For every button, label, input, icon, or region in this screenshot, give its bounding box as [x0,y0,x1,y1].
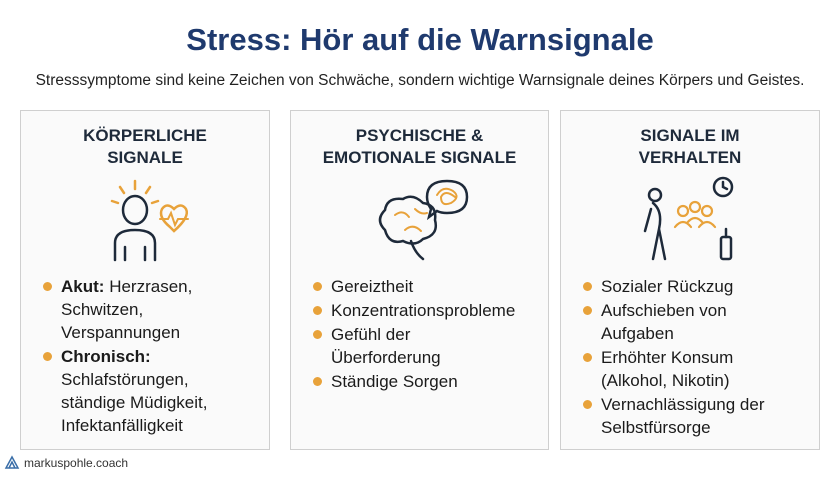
item-text: Schlafstörungen, ständige Müdigkeit, Inf… [61,370,208,435]
list-item: Konzentrationsprobleme [313,299,515,322]
card-heading: SIGNALE IM VERHALTEN [638,126,742,167]
item-text: Herzrasen, Schwitzen, Verspannungen [61,277,193,342]
list-item: Gereiztheit [313,275,511,298]
list: Gereiztheit Konzentrationsprobleme Gefühl … [291,275,548,393]
list: Sozialer Rückzug Aufschieben von Aufgaben… [561,275,819,439]
card: PSYCHISCHE & EMOTIONALE SIGNALE Gereizth… [290,110,549,450]
list-item: Akut: Herzrasen, Schwitzen, Verspannunge… [43,275,241,344]
card-heading: KÖRPERLICHE SIGNALE [83,126,207,167]
list-item: Aufschieben von Aufgaben [583,299,781,345]
logo [4,455,20,469]
list-item: Erhöhter Konsum (Alkohol, Nikotin) [583,346,781,392]
item-text: Vernachlässigung der Selbstfürsorge [601,395,765,437]
item-text: Gefühl der Überforderung [331,325,441,367]
item-text: Aufschieben von Aufgaben [601,301,727,343]
subtitle: Stresssymptome sind keine Zeichen von Sc… [35,72,805,89]
item-label: Chronisch: [61,347,151,366]
body-icon [110,179,189,262]
item-label: Akut: [61,277,105,296]
item-text: Erhöhter Konsum (Alkohol, Nikotin) [601,348,734,390]
card: KÖRPERLICHE SIGNALE Akut: Herzrasen, Sch… [20,110,270,450]
item-text: Ständige Sorgen [331,372,458,391]
list-item: Ständige Sorgen [313,370,511,393]
footer: markuspohle.coach [24,456,129,470]
list-item: Chronisch: Schlafstörungen, ständige Müd… [43,345,241,437]
list-item: Vernachlässigung der Selbstfürsorge [583,393,781,439]
list-item: Gefühl der Überforderung [313,323,511,369]
card: SIGNALE IM VERHALTEN Sozialer Rückzug Auf… [560,110,820,450]
item-text: Konzentrationsprobleme [331,301,516,320]
title: Stress: Hör auf die Warnsignale [186,22,654,57]
brain-icon [378,179,468,261]
list-item: Sozialer Rückzug [583,275,781,298]
list: Akut: Herzrasen, Schwitzen, Verspannunge… [21,275,269,437]
behavior-icon [643,176,734,261]
item-text: Sozialer Rückzug [601,277,734,296]
card-heading: PSYCHISCHE & EMOTIONALE SIGNALE [322,126,517,167]
item-text: Gereiztheit [331,277,414,296]
